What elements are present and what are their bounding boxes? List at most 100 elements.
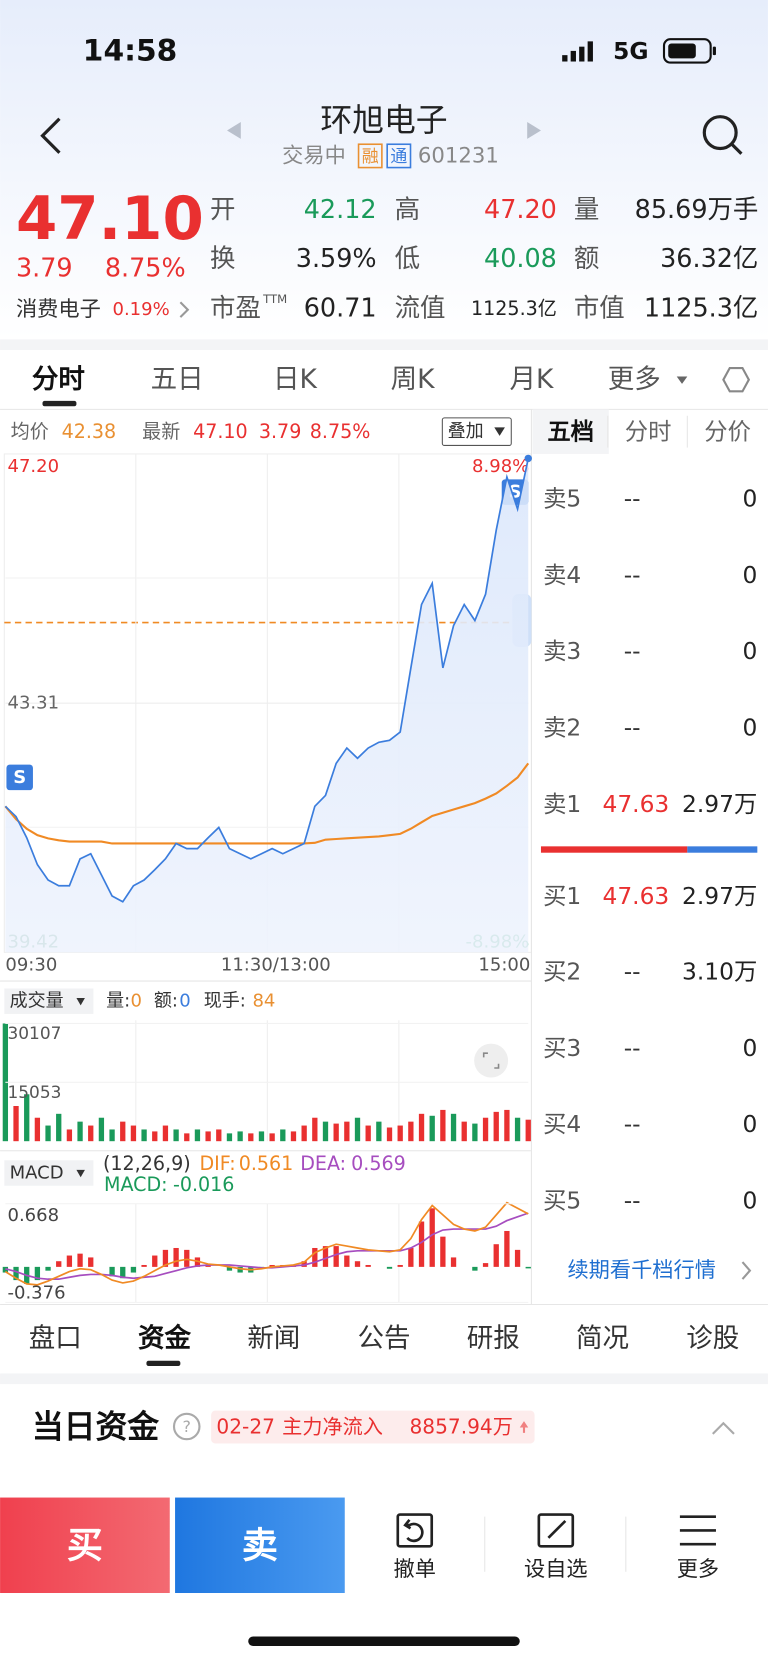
- book-volume: 0: [742, 484, 757, 512]
- detail-tab[interactable]: 公告: [358, 1323, 411, 1354]
- volume-bar: [493, 1111, 499, 1142]
- book-volume: 2.97万: [682, 882, 757, 910]
- macd-bar: [418, 1221, 425, 1267]
- book-volume: 0: [742, 1034, 757, 1062]
- macd-bar: [322, 1246, 329, 1267]
- vol-value: 0: [131, 991, 142, 1012]
- detail-tab[interactable]: 诊股: [686, 1323, 739, 1354]
- stat-value: 40.08: [484, 244, 557, 274]
- buy-button[interactable]: [0, 1497, 170, 1594]
- book-tab[interactable]: 五档: [547, 418, 594, 446]
- volume-bar: [194, 1129, 201, 1142]
- back-button[interactable]: [40, 117, 61, 154]
- fund-desc: 主力净流入: [282, 1414, 383, 1438]
- change-pct: 8.75%: [105, 253, 186, 283]
- y-tick-label: -0.376: [7, 1282, 65, 1303]
- more-icon[interactable]: [679, 1515, 716, 1546]
- watchlist-icon[interactable]: [537, 1513, 575, 1548]
- sell-button[interactable]: [175, 1497, 345, 1594]
- macd-value: -0.016: [173, 1173, 235, 1196]
- up-arrow: [519, 1421, 529, 1433]
- chevron: [179, 301, 190, 318]
- hand-value: 84: [252, 991, 275, 1012]
- period-tab[interactable]: 分时: [32, 364, 85, 395]
- s-marker: S: [6, 764, 33, 791]
- settings-icon[interactable]: [722, 366, 751, 393]
- trade-status: 交易中: [282, 143, 346, 168]
- macd-bar: [440, 1236, 446, 1267]
- svg-text:S: S: [13, 767, 26, 788]
- sector-change: 0.19%: [112, 299, 169, 320]
- y-tick-label: 0.668: [7, 1205, 59, 1226]
- volume-bar: [354, 1117, 361, 1142]
- volume-bar: [461, 1121, 467, 1142]
- action-label[interactable]: 更多: [677, 1557, 719, 1582]
- book-volume: 2.97万: [682, 790, 757, 818]
- book-label: 卖1: [543, 790, 581, 818]
- detail-tab[interactable]: 盘口: [29, 1323, 82, 1354]
- period-tab[interactable]: 周K: [391, 364, 436, 395]
- status-time: 14:58: [83, 33, 178, 68]
- sell-label[interactable]: 卖: [242, 1524, 278, 1566]
- help-icon[interactable]: ?: [172, 1412, 201, 1441]
- prev-stock[interactable]: [227, 121, 241, 139]
- y-tick-label: 43.31: [7, 693, 59, 714]
- book-price: 47.63: [602, 790, 669, 818]
- macd-bar: [2, 1266, 9, 1273]
- detail-tab[interactable]: 研报: [467, 1323, 520, 1354]
- book-price: --: [624, 1034, 641, 1062]
- svg-text:?: ?: [183, 1417, 191, 1436]
- buy-label[interactable]: 买: [67, 1524, 103, 1566]
- volume-bar: [109, 1129, 115, 1142]
- amt-label: 额:: [154, 991, 178, 1012]
- stat-value: 1125.3亿: [644, 294, 758, 324]
- book-label: 买1: [543, 882, 581, 910]
- volume-bar: [216, 1129, 222, 1142]
- search-button[interactable]: [702, 115, 743, 155]
- overlay-label[interactable]: 叠加: [448, 421, 484, 442]
- macd-bar: [397, 1264, 403, 1267]
- detail-tab[interactable]: 新闻: [247, 1323, 300, 1354]
- volume-bar: [333, 1123, 339, 1142]
- volume-bar: [258, 1131, 265, 1142]
- period-tab[interactable]: 月K: [509, 364, 554, 395]
- action-label[interactable]: 设自选: [524, 1557, 588, 1582]
- period-tab[interactable]: 更多: [608, 364, 661, 395]
- detail-tab[interactable]: 资金: [138, 1323, 191, 1354]
- collapse-button[interactable]: [712, 1421, 735, 1435]
- period-tab[interactable]: 日K: [273, 364, 317, 395]
- volume-bar: [56, 1113, 62, 1142]
- header-background: [0, 0, 768, 340]
- cancel-icon[interactable]: [396, 1513, 434, 1548]
- vol-label: 量:: [106, 991, 130, 1012]
- macd-bar: [312, 1247, 318, 1267]
- period-tab[interactable]: 五日: [151, 364, 204, 395]
- book-tab[interactable]: 分时: [625, 418, 672, 446]
- dif-line: [4, 1201, 529, 1286]
- avg-label: 均价: [11, 420, 49, 443]
- next-stock[interactable]: [527, 121, 541, 139]
- book-label: 买4: [543, 1110, 581, 1138]
- badge: 融: [362, 146, 379, 166]
- stat-label: 市值: [574, 294, 625, 324]
- macd-bar: [472, 1266, 478, 1271]
- volume-bar: [418, 1113, 425, 1142]
- fund-date: 02-27: [216, 1414, 275, 1438]
- book-price: --: [624, 637, 641, 665]
- detail-tab[interactable]: 简况: [576, 1323, 629, 1354]
- volume-bar: [408, 1121, 414, 1142]
- overlay-button[interactable]: [441, 417, 512, 446]
- expand-button[interactable]: [474, 1043, 509, 1078]
- indicator-name[interactable]: MACD: [10, 1163, 64, 1184]
- sector: 消费电子: [16, 297, 101, 322]
- volume-bar: [77, 1121, 83, 1142]
- book-label: 买5: [543, 1187, 581, 1215]
- tab-indicator: [42, 400, 77, 407]
- indicator-name[interactable]: 成交量: [10, 991, 64, 1012]
- stat-label: 量: [574, 195, 599, 225]
- book-label: 卖4: [543, 561, 581, 589]
- more-link[interactable]: 续期看千档行情: [567, 1258, 715, 1283]
- macd-bar: [34, 1266, 41, 1281]
- action-label[interactable]: 撤单: [394, 1557, 436, 1582]
- book-tab[interactable]: 分价: [704, 418, 751, 446]
